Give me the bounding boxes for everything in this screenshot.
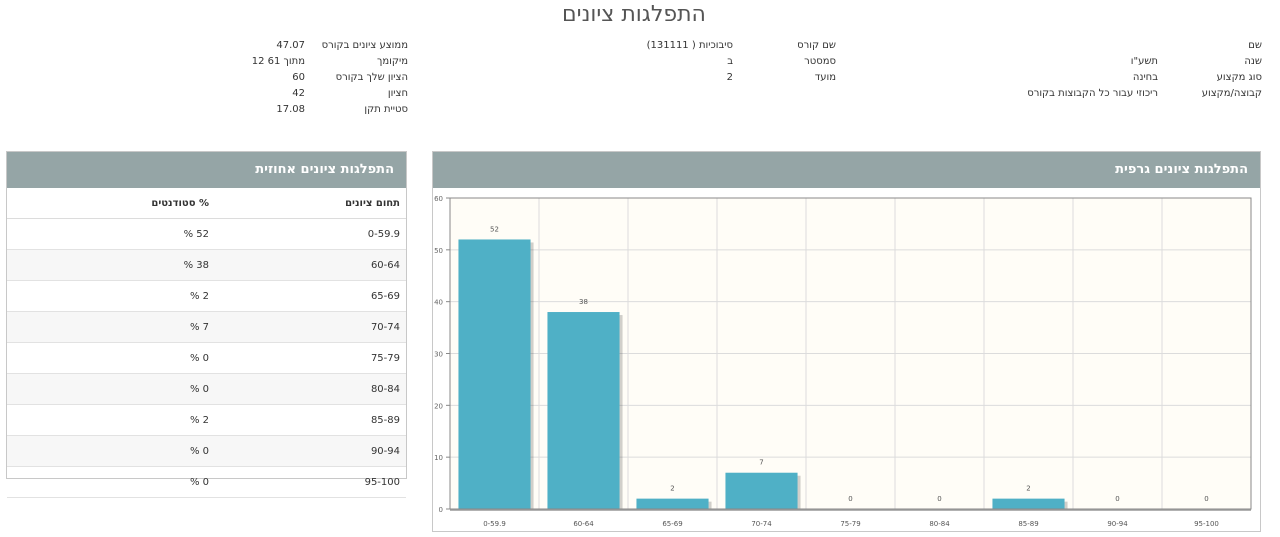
percent-table-body: 0-59.9 52 % 60-64 38 % 65-69 2 % 70-74 7 % 75-79…: [7, 218, 406, 498]
y-tick-label: 50: [434, 247, 443, 255]
info-label: סמסטר: [804, 56, 836, 67]
info-label: חציון: [387, 88, 408, 99]
info-value: 60: [292, 72, 305, 83]
cell-percent: 0 %: [7, 342, 209, 374]
page-title: התפלגות ציונים: [562, 2, 706, 27]
cell-percent: 7 %: [7, 311, 209, 343]
table-row: 75-79 0 %: [7, 342, 406, 374]
info-value: 2: [726, 72, 733, 83]
table-row: 85-89 2 %: [7, 404, 406, 436]
info-label: שם קורס: [797, 40, 836, 51]
cell-range: 75-79: [209, 342, 406, 374]
y-tick-label: 40: [434, 299, 443, 307]
info-value: [998, 38, 1158, 54]
percent-panel-title: התפלגות ציונים אחוזית: [7, 152, 406, 188]
info-right-labels: שם שנה סוג מקצוע קבוצה/מקצוע: [1192, 38, 1262, 99]
bar: [992, 498, 1065, 509]
info-mid-values: סיבוכיות ( 131111) ב 2: [623, 38, 733, 83]
data-label: 0: [1204, 495, 1208, 503]
info-value: בחינה: [1132, 72, 1158, 83]
cell-range: 60-64: [209, 249, 406, 281]
data-label: 0: [1115, 495, 1119, 503]
cell-range: 65-69: [209, 280, 406, 312]
info-value: ב: [727, 56, 733, 67]
cell-percent: 38 %: [7, 249, 209, 281]
info-value: סיבוכיות ( 131111): [646, 40, 733, 51]
cell-percent: 0 %: [7, 466, 209, 498]
grade-distribution-chart: 0102030405060520-59.93860-64265-69770-74…: [434, 195, 1252, 528]
info-value: 42: [292, 88, 305, 99]
info-label: קבוצה/מקצוע: [1201, 88, 1262, 99]
y-tick-label: 10: [434, 454, 443, 462]
cell-range: 80-84: [209, 373, 406, 405]
percent-table: תחום ציונים % סטודנטים 0-59.9 52 % 60-64 38…: [7, 188, 406, 498]
cell-percent: 52 %: [7, 218, 209, 250]
x-tick-label: 60-64: [573, 520, 594, 528]
info-label: ממוצע ציונים בקורס: [321, 40, 408, 51]
bar: [636, 498, 709, 509]
chart-panel-title: התפלגות ציונים גרפית: [433, 152, 1260, 188]
percent-panel: התפלגות ציונים אחוזית תחום ציונים % סטוד…: [6, 151, 407, 498]
x-tick-label: 90-94: [1107, 520, 1128, 528]
table-row: 0-59.9 52 %: [7, 218, 406, 250]
data-label: 2: [1026, 485, 1030, 493]
data-label: 2: [670, 485, 674, 493]
info-value: 17.08: [276, 104, 305, 115]
data-label: 7: [759, 459, 763, 467]
bar: [458, 239, 531, 509]
x-tick-label: 85-89: [1018, 520, 1038, 528]
y-tick-label: 0: [439, 506, 443, 514]
info-right-values: תשע"ו בחינה ריכוזי עבור כל הקבוצות בקורס: [998, 38, 1158, 99]
info-left-labels: ממוצע ציונים בקורס מיקומך הציון שלך בקור…: [308, 38, 408, 115]
table-row: 95-100 0 %: [7, 466, 406, 498]
plot-frame: [449, 197, 1252, 510]
bar: [547, 312, 620, 509]
cell-range: 90-94: [209, 435, 406, 467]
cell-percent: 2 %: [7, 280, 209, 312]
table-header-row: תחום ציונים % סטודנטים: [7, 188, 406, 219]
info-label: שם: [1248, 40, 1262, 51]
x-tick-label: 0-59.9: [483, 520, 506, 528]
chart-panel: התפלגות ציונים גרפית 0 10 20 30 40 50 60 52 0-59…: [432, 151, 1261, 532]
x-tick-label: 75-79: [840, 520, 860, 528]
table-row: 90-94 0 %: [7, 435, 406, 467]
info-value: 47.07: [276, 40, 305, 51]
x-tick-label: 95-100: [1194, 520, 1219, 528]
info-value: ריכוזי עבור כל הקבוצות בקורס: [1027, 88, 1158, 99]
info-label: סטיית תקן: [364, 104, 408, 115]
y-tick-label: 60: [434, 195, 443, 203]
cell-range: 0-59.9: [209, 218, 406, 250]
cell-percent: 2 %: [7, 404, 209, 436]
data-label: 52: [490, 225, 499, 233]
column-header-range: תחום ציונים: [209, 188, 406, 219]
x-tick-label: 65-69: [662, 520, 682, 528]
info-value: תשע"ו: [1130, 56, 1158, 67]
table-row: 65-69 2 %: [7, 280, 406, 312]
info-label: שנה: [1244, 56, 1262, 67]
table-row: 60-64 38 %: [7, 249, 406, 281]
cell-percent: 0 %: [7, 435, 209, 467]
info-value: 12 מתוך 61: [251, 56, 305, 67]
info-label: הציון שלך בקורס: [335, 72, 408, 83]
cell-range: 95-100: [209, 466, 406, 498]
x-tick-label: 70-74: [751, 520, 772, 528]
y-tick-label: 20: [434, 402, 443, 410]
bar: [725, 472, 798, 509]
info-label: מועד: [814, 72, 836, 83]
x-tick-label: 80-84: [929, 520, 950, 528]
cell-range: 85-89: [209, 404, 406, 436]
column-header-percent: % סטודנטים: [7, 188, 209, 219]
cell-percent: 0 %: [7, 373, 209, 405]
info-left-values: 47.07 12 מתוך 61 60 42 17.08: [230, 38, 305, 115]
info-label: מיקומך: [376, 56, 408, 67]
table-row: 70-74 7 %: [7, 311, 406, 343]
info-label: סוג מקצוע: [1216, 72, 1262, 83]
data-label: 0: [848, 495, 852, 503]
cell-range: 70-74: [209, 311, 406, 343]
data-label: 0: [937, 495, 941, 503]
data-label: 38: [579, 298, 588, 306]
info-mid-labels: שם קורס סמסטר מועד: [756, 38, 836, 83]
table-row: 80-84 0 %: [7, 373, 406, 405]
y-tick-label: 30: [434, 351, 443, 359]
